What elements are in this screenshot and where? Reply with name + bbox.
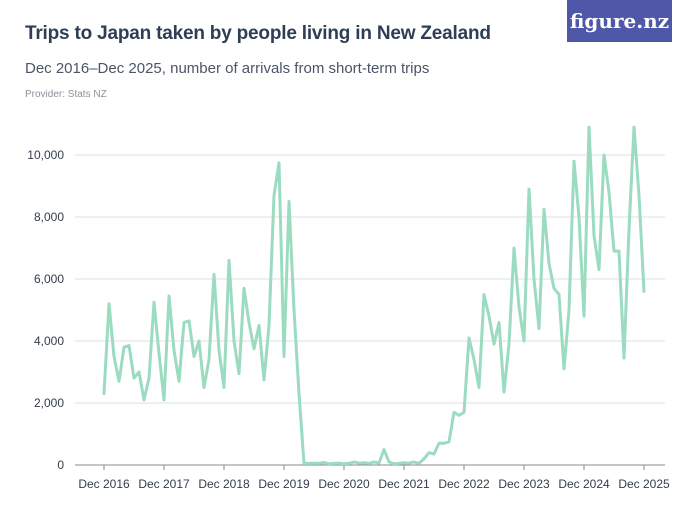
x-tick-label: Dec 2021: [378, 477, 430, 491]
x-tick-label: Dec 2019: [258, 477, 310, 491]
y-tick-label: 4,000: [34, 334, 64, 348]
series-line: [102, 125, 646, 466]
grid-lines: [75, 154, 665, 404]
provider-note: Provider: Stats NZ: [25, 89, 107, 100]
figure-nz-logo[interactable]: figure.nz: [567, 0, 672, 42]
y-tick-label: 0: [57, 458, 64, 472]
y-tick-label: 8,000: [34, 210, 64, 224]
y-tick-label: 2,000: [34, 396, 64, 410]
chart-subtitle: Dec 2016–Dec 2025, number of arrivals fr…: [25, 60, 430, 77]
y-tick-label: 10,000: [27, 148, 64, 162]
x-tick-label: Dec 2020: [318, 477, 370, 491]
x-tick-label: Dec 2023: [498, 477, 550, 491]
x-tick-label: Dec 2018: [198, 477, 250, 491]
x-tick-label: Dec 2024: [558, 477, 610, 491]
x-tick-label: Dec 2016: [78, 477, 130, 491]
chart-title: Trips to Japan taken by people living in…: [25, 23, 491, 44]
x-tick-label: Dec 2022: [438, 477, 490, 491]
y-tick-label: 6,000: [34, 272, 64, 286]
x-tick-label: Dec 2017: [138, 477, 190, 491]
x-tick-label: Dec 2025: [618, 477, 670, 491]
series-layer: [102, 125, 646, 466]
x-axis: [75, 464, 665, 470]
y-axis-labels: 0 2,000 4,000 6,000 8,000 10,000: [27, 148, 64, 472]
x-axis-labels: Dec 2016 Dec 2017 Dec 2018 Dec 2019 Dec 2020…: [78, 477, 670, 491]
